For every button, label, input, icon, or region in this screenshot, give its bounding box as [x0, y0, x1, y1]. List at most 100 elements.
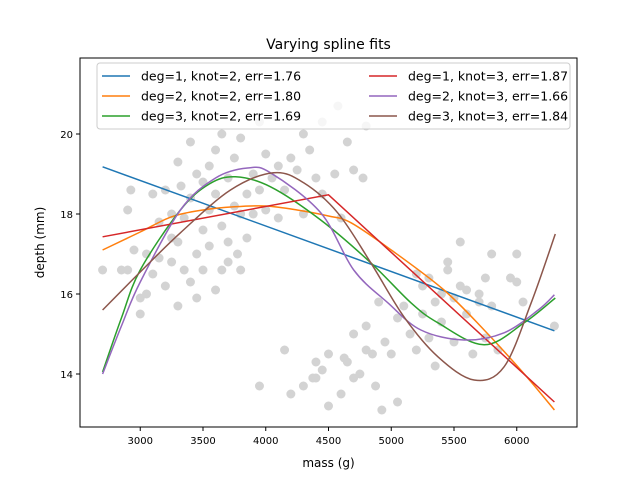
y-axis-label: depth (mm) [33, 207, 47, 278]
scatter-point [223, 237, 233, 247]
scatter-point [311, 173, 321, 183]
scatter-point [349, 165, 359, 175]
scatter-point [374, 297, 384, 307]
scatter-point [242, 189, 252, 199]
legend-entry: deg=2, knot=3, err=1.66 [408, 89, 568, 104]
scatter-point [355, 369, 365, 379]
series-line-6 [102, 171, 556, 382]
legend-entry: deg=3, knot=2, err=1.69 [141, 109, 301, 124]
scatter-point [549, 321, 559, 331]
scatter-point [248, 169, 258, 179]
legend-entry: deg=3, knot=3, err=1.84 [408, 109, 568, 124]
scatter-point [280, 185, 290, 195]
scatter-point [229, 201, 239, 211]
scatter-point [380, 337, 390, 347]
x-axis-label: mass (g) [302, 456, 354, 470]
scatter-point [179, 213, 189, 223]
scatter-point [192, 293, 202, 303]
scatter-point [349, 329, 359, 339]
spline-lines [101, 166, 556, 411]
series-line-1 [102, 166, 555, 332]
scatter-point [393, 313, 403, 323]
scatter-point [173, 301, 183, 311]
scatter-point [233, 249, 243, 259]
scatter-point [336, 389, 346, 399]
scatter-point [198, 225, 208, 235]
scatter-point [286, 389, 296, 399]
scatter-point [298, 381, 308, 391]
scatter-point [377, 405, 387, 415]
scatter-point [123, 205, 133, 215]
scatter-point [154, 253, 164, 263]
legend-entry: deg=2, knot=2, err=1.80 [141, 89, 301, 104]
y-tick-label: 20 [60, 130, 73, 141]
scatter-point [236, 133, 246, 143]
x-tick-label: 5500 [441, 436, 466, 447]
scatter-point [123, 265, 133, 275]
scatter-point [342, 137, 352, 147]
scatter-point [204, 161, 214, 171]
scatter-point [261, 205, 271, 215]
scatter-point [254, 381, 264, 391]
scatter-point [455, 237, 465, 247]
y-tick-label: 14 [60, 370, 73, 381]
scatter-point [430, 361, 440, 371]
scatter-point [198, 265, 208, 275]
scatter-point [462, 309, 472, 319]
scatter-point [185, 137, 195, 147]
scatter-point [223, 173, 233, 183]
scatter-point [311, 373, 321, 383]
scatter-point [305, 145, 315, 155]
scatter-point [512, 249, 522, 259]
scatter-point [229, 153, 239, 163]
scatter-point [399, 301, 409, 311]
legend-box [96, 62, 571, 130]
scatter-point [217, 265, 227, 275]
scatter-point [148, 189, 158, 199]
scatter-point [317, 365, 327, 375]
scatter-point [126, 185, 136, 195]
legend: deg=1, knot=2, err=1.76 deg=2, knot=2, er… [96, 62, 571, 130]
scatter-point [135, 309, 145, 319]
x-tick-label: 6000 [504, 436, 529, 447]
scatter-point [192, 249, 202, 259]
scatter-point [261, 149, 271, 159]
scatter-point [361, 321, 371, 331]
scatter-point [167, 257, 177, 267]
scatter-point [223, 257, 233, 267]
legend-entry: deg=1, knot=2, err=1.76 [141, 69, 301, 84]
scatter-point [236, 265, 246, 275]
scatter-point [430, 297, 440, 307]
scatter-point [443, 257, 453, 267]
scatter-point [411, 269, 421, 279]
x-tick-label: 4000 [253, 436, 278, 447]
x-tick-label: 5000 [379, 436, 404, 447]
scatter-point [242, 233, 252, 243]
series-line-2 [102, 205, 555, 411]
scatter-point [176, 181, 186, 191]
scatter-point [480, 273, 490, 283]
scatter-point [217, 221, 227, 231]
scatter-point [371, 381, 381, 391]
scatter-point [129, 245, 139, 255]
scatter-point [211, 145, 221, 155]
scatter-point [443, 265, 453, 275]
x-tick-label: 3500 [190, 436, 215, 447]
x-tick-label: 4500 [316, 436, 341, 447]
scatter-point [248, 209, 258, 219]
x-tick-label: 3000 [128, 436, 153, 447]
scatter-point [173, 157, 183, 167]
scatter-point [342, 357, 352, 367]
scatter-point [286, 153, 296, 163]
scatter-point [358, 173, 368, 183]
scatter-point [393, 397, 403, 407]
scatter-point [273, 161, 283, 171]
scatter-point [518, 297, 528, 307]
scatter-point [462, 285, 472, 295]
scatter-point [292, 165, 302, 175]
scatter-point [142, 289, 152, 299]
scatter-point [192, 169, 202, 179]
scatter-point [211, 285, 221, 295]
scatter-point [474, 289, 484, 299]
